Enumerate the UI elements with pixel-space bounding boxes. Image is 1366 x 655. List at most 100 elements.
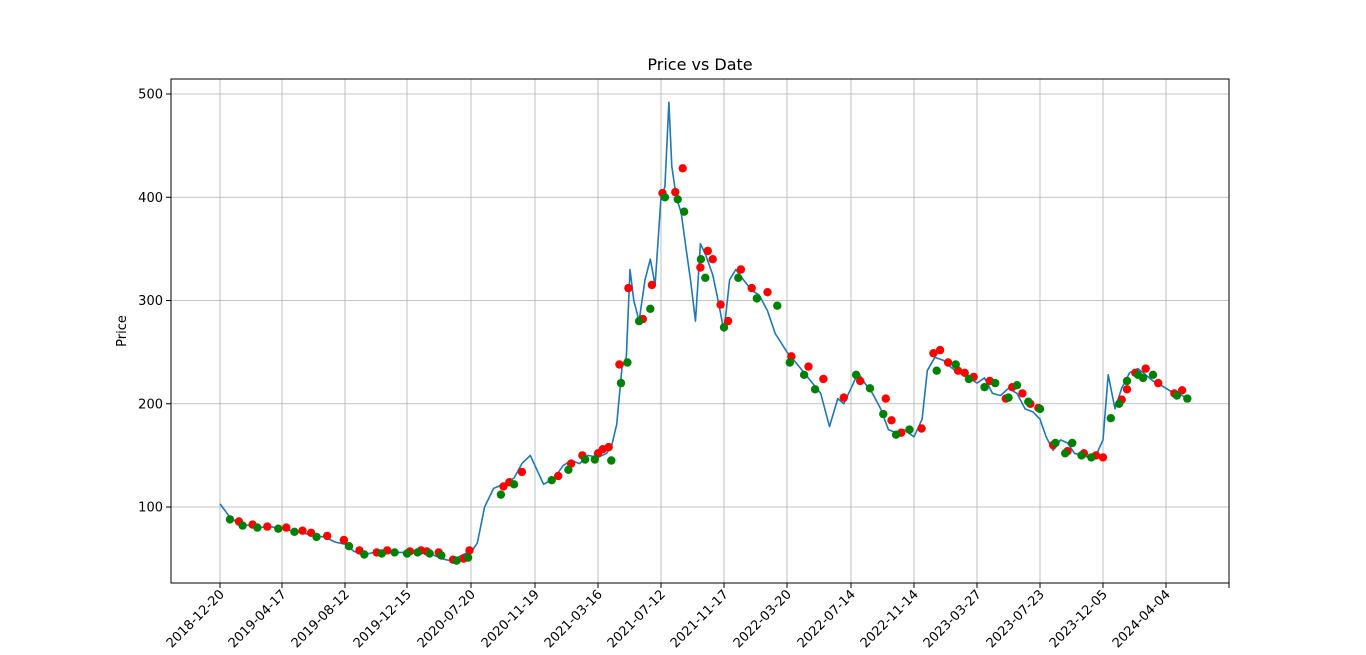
x-tick-label: 2018-12-20 <box>164 587 228 651</box>
buy-signal-point <box>1122 376 1132 386</box>
buy-signal-point <box>752 294 761 303</box>
buy-signal-point <box>696 255 706 264</box>
buy-signal-point <box>402 549 412 558</box>
sell-signal-point <box>929 349 938 358</box>
line-layer <box>219 101 1188 562</box>
buy-signal-point <box>437 551 446 560</box>
sell-signal-point <box>839 393 848 402</box>
buy-signal-point <box>785 358 794 367</box>
buy-signal-point <box>891 430 901 439</box>
buy-signal-point <box>1051 438 1060 448</box>
buy-signal-point <box>951 360 960 369</box>
marker-layer <box>225 164 1192 565</box>
sell-signal-point <box>723 316 733 326</box>
buy-signal-point <box>547 476 556 485</box>
x-tick-label: 2020-11-19 <box>479 587 543 651</box>
buy-signal-point <box>679 207 689 216</box>
buy-signal-point <box>360 550 369 559</box>
buy-signal-point <box>1087 453 1096 462</box>
buy-signal-point <box>719 323 729 332</box>
buy-signal-point <box>496 490 506 499</box>
buy-signal-point <box>290 527 299 536</box>
x-tick-label: 2022-03-20 <box>731 587 795 651</box>
sell-signal-point <box>282 523 291 532</box>
buy-signal-point <box>1024 397 1033 406</box>
sell-signal-point <box>804 362 813 371</box>
sell-signal-point <box>708 255 717 264</box>
sell-signal-point <box>671 187 680 197</box>
sell-signal-point <box>339 535 349 545</box>
buy-signal-point <box>734 273 743 282</box>
buy-signal-point <box>980 383 989 392</box>
buy-signal-point <box>991 378 1000 388</box>
buy-signal-point <box>238 521 247 530</box>
x-tick-label: 2021-07-12 <box>605 587 669 651</box>
sell-signal-point <box>881 394 890 403</box>
grid-layer <box>171 79 1229 583</box>
x-tick-label: 2022-07-14 <box>795 587 859 651</box>
sell-signal-point <box>263 522 272 531</box>
x-tick-label: 2023-07-23 <box>984 587 1048 651</box>
sell-signal-point <box>604 442 613 452</box>
buy-signal-point <box>634 316 644 326</box>
sell-signal-point <box>917 424 926 433</box>
x-tick-label: 2021-03-16 <box>542 587 606 651</box>
sell-signal-point <box>647 280 657 290</box>
sell-signal-point <box>1098 453 1108 462</box>
y-tick-label: 400 <box>138 191 163 206</box>
sell-signal-point <box>960 368 969 377</box>
sell-signal-point <box>763 288 772 297</box>
x-tick-label: 2023-03-27 <box>921 587 985 651</box>
sell-signal-point <box>678 164 687 173</box>
buy-signal-point <box>590 455 599 464</box>
buy-signal-point <box>879 409 888 419</box>
buy-signal-point <box>413 548 422 557</box>
buy-signal-point <box>673 195 682 204</box>
sell-signal-point <box>887 416 896 425</box>
buy-signal-point <box>810 385 820 394</box>
sell-signal-point <box>696 263 705 272</box>
x-tick-label: 2021-11-17 <box>668 587 732 651</box>
sell-signal-point <box>943 358 953 367</box>
buy-signal-point <box>580 455 590 464</box>
buy-signal-point <box>1068 438 1077 448</box>
sell-signal-point <box>1122 385 1132 394</box>
buy-signal-point <box>1148 370 1158 379</box>
y-tick-label: 500 <box>138 88 163 103</box>
sell-signal-point <box>1177 386 1187 395</box>
x-tick-label: 2020-07-20 <box>415 587 479 651</box>
buy-signal-point <box>932 366 941 375</box>
price-series-line <box>219 101 1188 562</box>
x-tick-label: 2019-08-12 <box>289 587 353 651</box>
sell-signal-point <box>1018 389 1027 398</box>
x-tick-label: 2019-04-17 <box>226 587 290 651</box>
buy-signal-point <box>452 556 461 565</box>
buy-signal-point <box>377 549 386 558</box>
x-tick-label: 2019-12-15 <box>351 587 415 651</box>
buy-signal-point <box>865 384 875 393</box>
buy-signal-point <box>1114 399 1124 408</box>
buy-signal-point <box>312 532 321 542</box>
chart-title: Price vs Date <box>647 55 752 74</box>
buy-signal-point <box>616 378 626 388</box>
y-axis-label: Price <box>115 315 130 347</box>
buy-signal-point <box>964 374 974 384</box>
sell-signal-point <box>323 531 332 541</box>
buy-signal-point <box>646 304 655 313</box>
sell-signal-point <box>703 246 712 256</box>
sell-signal-point <box>716 300 725 309</box>
x-tick-label: 2022-11-14 <box>858 587 922 651</box>
x-tick-label: 2024-04-04 <box>1110 587 1174 651</box>
buy-signal-point <box>701 273 710 282</box>
buy-signal-point <box>344 542 354 551</box>
buy-signal-point <box>1061 449 1070 458</box>
buy-signal-point <box>253 523 262 532</box>
buy-signal-point <box>509 480 519 489</box>
buy-signal-point <box>390 548 399 557</box>
x-tick-label: 2023-12-05 <box>1047 587 1111 651</box>
sell-signal-point <box>624 283 633 293</box>
y-tick-label: 300 <box>138 294 163 309</box>
sell-signal-point <box>747 283 756 293</box>
buy-signal-point <box>1138 373 1148 383</box>
sell-signal-point <box>615 360 624 369</box>
